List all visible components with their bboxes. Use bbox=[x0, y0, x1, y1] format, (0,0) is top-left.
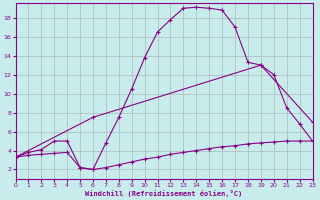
X-axis label: Windchill (Refroidissement éolien,°C): Windchill (Refroidissement éolien,°C) bbox=[85, 190, 243, 197]
